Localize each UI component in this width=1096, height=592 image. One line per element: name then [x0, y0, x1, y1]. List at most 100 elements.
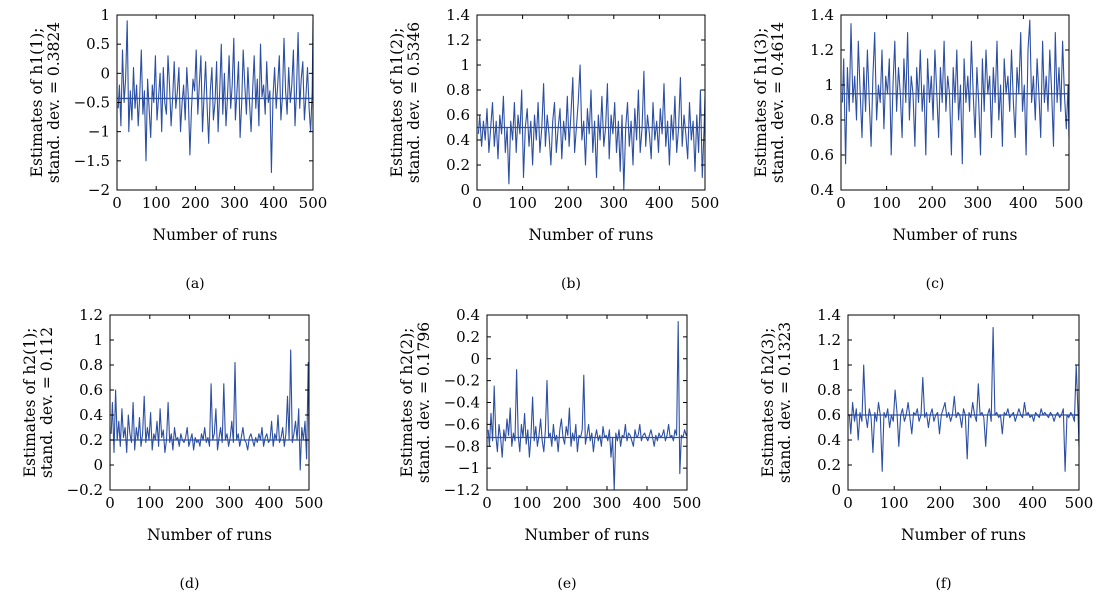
y-tick-label: −1 [88, 123, 110, 141]
x-tick-label: 100 [142, 194, 171, 212]
panel-label: (a) [185, 276, 204, 292]
y-tick-label: −1.2 [444, 481, 480, 499]
x-tick-label: 500 [691, 194, 720, 212]
y-tick-label: 1.2 [446, 31, 470, 49]
y-tick-label: 1 [100, 6, 110, 24]
x-tick-label: 400 [633, 494, 662, 512]
series-line [848, 326, 1080, 472]
y-tick-label: 0.4 [817, 431, 841, 449]
y-tick-label: 1.2 [79, 306, 103, 324]
y-tick-label: 0.8 [79, 356, 103, 374]
series-line [117, 20, 314, 174]
x-tick-label: 100 [135, 494, 164, 512]
x-tick-label: 500 [299, 194, 328, 212]
x-tick-label: 200 [553, 494, 582, 512]
x-tick-label: 0 [105, 494, 115, 512]
y-axis-label: Estimates of h1(3); [752, 28, 770, 178]
y-axis-label: Estimates of h1(2); [388, 28, 406, 178]
x-tick-label: 300 [593, 494, 622, 512]
x-axis-label: Number of runs [147, 526, 272, 544]
y-tick-label: 0.8 [810, 111, 834, 129]
y-tick-label: −0.6 [444, 415, 480, 433]
y-tick-label: 1.2 [817, 331, 841, 349]
x-tick-label: 400 [255, 494, 284, 512]
y-tick-label: −1.5 [74, 152, 110, 170]
x-tick-label: 200 [181, 194, 210, 212]
x-tick-label: 0 [472, 194, 482, 212]
y-tick-label: 1.4 [817, 306, 841, 324]
y-tick-label: 1 [93, 331, 103, 349]
y-tick-label: 0 [100, 64, 110, 82]
plot-frame [847, 314, 1080, 491]
panel-label: (b) [561, 276, 581, 292]
plot-frame [476, 14, 706, 191]
y-axis-sublabel: stand. dev. = 0.112 [38, 327, 56, 478]
chart-panel: 0 100 200 300 400 500 −1.2 −1 −0.8 −0.6 −0.4 −0.2 0 0… [398, 306, 701, 592]
y-tick-label: 0.8 [817, 381, 841, 399]
chart-panel: 0 100 200 300 400 500 0.4 0.6 0.8 1 1.2 1.4 Number o… [752, 6, 1083, 292]
y-tick-label: 0.6 [446, 106, 470, 124]
y-tick-label: 1 [831, 356, 841, 374]
x-tick-label: 400 [259, 194, 288, 212]
x-tick-label: 400 [645, 194, 674, 212]
x-tick-label: 300 [220, 194, 249, 212]
y-axis-label: Estimates of h1(1); [28, 28, 46, 178]
x-tick-label: 400 [1018, 494, 1047, 512]
y-tick-label: 0.4 [446, 131, 470, 149]
x-tick-label: 100 [872, 194, 901, 212]
x-tick-label: 100 [880, 494, 909, 512]
x-tick-label: 300 [215, 494, 244, 512]
panel-label: (e) [557, 576, 576, 592]
y-tick-label: 0.2 [817, 456, 841, 474]
y-tick-label: 0.2 [456, 328, 480, 346]
x-tick-label: 0 [836, 194, 846, 212]
x-tick-label: 200 [918, 194, 947, 212]
y-tick-label: −0.8 [444, 437, 480, 455]
x-axis-label: Number of runs [525, 526, 650, 544]
y-tick-label: −0.5 [74, 94, 110, 112]
y-tick-label: 1.4 [810, 6, 834, 24]
x-tick-label: 500 [295, 494, 324, 512]
y-tick-label: 0.4 [456, 306, 480, 324]
y-tick-label: 0.4 [79, 406, 103, 424]
y-tick-label: −0.4 [444, 394, 480, 412]
x-tick-label: 0 [112, 194, 122, 212]
x-tick-label: 400 [1009, 194, 1038, 212]
y-tick-label: 0.6 [817, 406, 841, 424]
x-axis-label: Number of runs [529, 226, 654, 244]
y-tick-label: 1.4 [446, 6, 470, 24]
y-tick-label: 0.2 [446, 156, 470, 174]
y-axis-sublabel: stand. dev. = 0.1796 [415, 322, 433, 483]
panel-label: (d) [180, 576, 200, 592]
y-tick-label: 0.2 [79, 431, 103, 449]
y-tick-label: 0.8 [446, 81, 470, 99]
y-axis-label: Estimates of h2(2); [398, 328, 416, 478]
x-tick-label: 200 [926, 494, 955, 512]
x-tick-label: 200 [175, 494, 204, 512]
series-line [477, 64, 706, 191]
y-tick-label: 0.5 [86, 35, 110, 53]
x-tick-label: 500 [1065, 494, 1094, 512]
panel-label: (f) [935, 576, 951, 592]
x-tick-label: 100 [508, 194, 537, 212]
y-tick-label: −1 [458, 459, 480, 477]
y-tick-label: 0 [470, 350, 480, 368]
y-tick-label: 0 [831, 481, 841, 499]
x-tick-label: 300 [963, 194, 992, 212]
y-tick-label: 1 [824, 76, 834, 94]
chart-panel: 0 100 200 300 400 500 −2 −1.5 −1 −0.5 0 0.5 1 Number … [28, 6, 327, 292]
y-axis-sublabel: stand. dev. = 0.4614 [769, 22, 787, 183]
y-tick-label: 0.6 [810, 146, 834, 164]
chart-panel: 0 100 200 300 400 500−0.200.20.40.60.811.2Num… [21, 306, 323, 592]
y-tick-label: 1.2 [810, 41, 834, 59]
x-tick-label: 200 [554, 194, 583, 212]
x-axis-label: Number of runs [153, 226, 278, 244]
y-tick-label: −0.2 [67, 481, 103, 499]
y-tick-label: 0 [460, 181, 470, 199]
y-tick-label: −2 [88, 181, 110, 199]
y-axis-label: Estimates of h2(1); [21, 328, 39, 478]
y-tick-label: 0.6 [79, 381, 103, 399]
y-axis-sublabel: stand. dev. = 0.5346 [405, 22, 423, 183]
chart-panel: 0 100 200 300 400 500 0 0.2 0.4 0.6 0.8 1 1.2 1.4 Numb… [759, 306, 1093, 592]
y-tick-label: 0 [93, 456, 103, 474]
